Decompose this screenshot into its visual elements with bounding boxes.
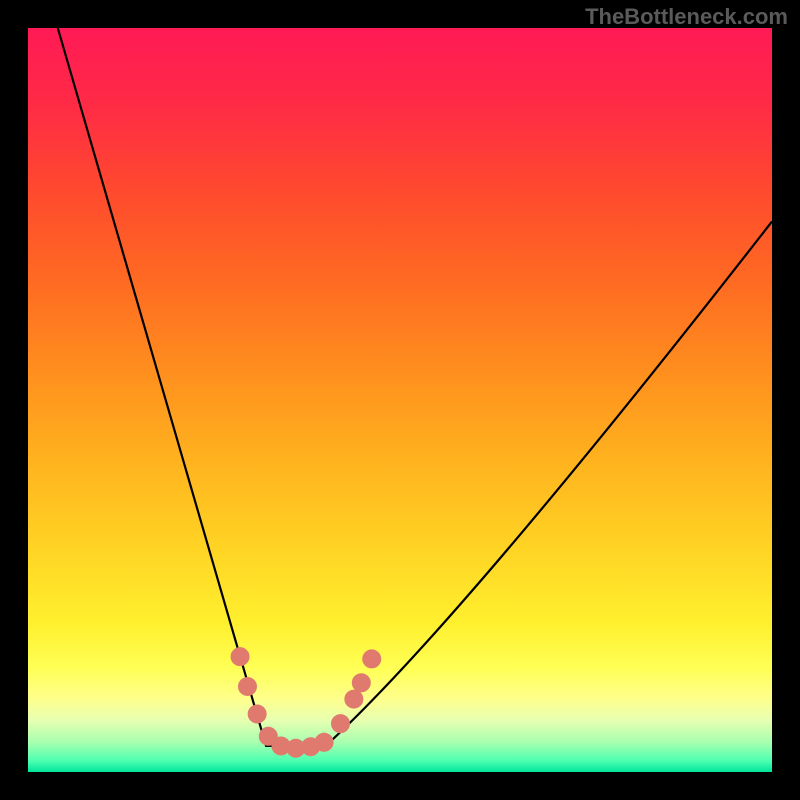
data-marker bbox=[352, 674, 370, 692]
bottleneck-curve-chart bbox=[28, 28, 772, 772]
data-marker bbox=[248, 705, 266, 723]
data-marker bbox=[345, 690, 363, 708]
data-marker bbox=[363, 650, 381, 668]
watermark-text: TheBottleneck.com bbox=[585, 4, 788, 30]
data-marker bbox=[331, 715, 349, 733]
data-marker bbox=[231, 648, 249, 666]
plot-area bbox=[28, 28, 772, 772]
chart-frame: TheBottleneck.com bbox=[0, 0, 800, 800]
data-marker bbox=[238, 677, 256, 695]
data-marker bbox=[315, 733, 333, 751]
plot-background bbox=[28, 28, 772, 772]
